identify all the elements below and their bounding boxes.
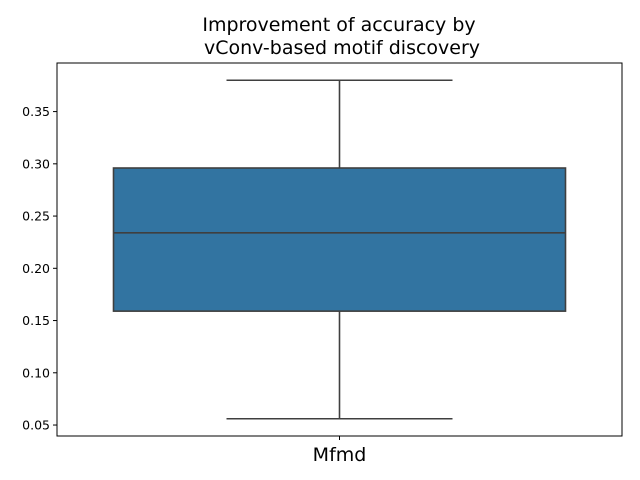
y-tick-label: 0.15 [22,313,50,328]
y-tick-label: 0.20 [22,261,50,276]
y-tick-label: 0.10 [22,365,50,380]
box-iqr [112,167,567,312]
x-axis: Mfmd [313,436,367,466]
y-tick-label: 0.25 [22,209,50,224]
y-tick-label: 0.35 [22,104,50,119]
chart-title-line-2: vConv-based motif discovery [198,37,480,59]
chart-title-line-1: Improvement of accuracy by [202,14,475,36]
y-tick-label: 0.05 [22,418,50,433]
y-axis: 0.05 0.10 0.15 0.20 0.25 0.30 0.35 [22,104,57,433]
y-tick-label: 0.30 [22,156,50,171]
plot-marks [112,79,567,420]
x-category-label: Mfmd [313,444,367,466]
